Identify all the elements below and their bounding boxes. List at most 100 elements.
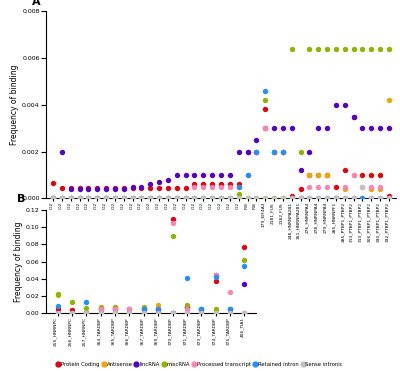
Point [191, 184, 198, 190]
Point [350, 196, 357, 201]
Point [350, 172, 357, 178]
Point [262, 196, 268, 201]
Point [297, 196, 304, 201]
Point [182, 196, 189, 201]
Point [200, 184, 206, 190]
Point [138, 184, 145, 190]
Point [98, 311, 104, 316]
Point [147, 196, 154, 201]
Point [68, 196, 74, 201]
Point [50, 196, 56, 201]
Point [368, 186, 374, 192]
Point [94, 185, 100, 191]
Point [368, 196, 374, 201]
Point [138, 196, 145, 201]
Point [50, 196, 56, 201]
Point [368, 125, 374, 131]
Point [191, 196, 198, 201]
Point [165, 196, 171, 201]
Point [280, 149, 286, 155]
Point [198, 310, 204, 316]
Point [386, 196, 392, 201]
Point [103, 196, 109, 201]
Point [342, 46, 348, 52]
Point [85, 196, 92, 201]
Point [184, 311, 190, 316]
Point [83, 305, 90, 311]
Point [85, 196, 92, 201]
Point [359, 125, 366, 131]
Point [333, 102, 339, 108]
Point [155, 306, 161, 312]
Point [368, 184, 374, 190]
Point [138, 196, 145, 201]
Point [98, 303, 104, 309]
Point [324, 184, 330, 190]
Point [209, 181, 215, 187]
Point [241, 310, 248, 316]
Point [306, 172, 312, 178]
Point [130, 196, 136, 201]
Point [169, 233, 176, 239]
Point [112, 305, 118, 311]
Point [76, 196, 83, 201]
Point [68, 196, 74, 201]
Point [342, 196, 348, 201]
Point [377, 186, 383, 192]
Point [69, 311, 75, 316]
Point [69, 299, 75, 305]
Point [227, 306, 233, 312]
Point [253, 137, 260, 143]
Point [182, 185, 189, 191]
Point [165, 177, 171, 183]
Point [386, 196, 392, 201]
Point [85, 185, 92, 191]
Point [359, 196, 366, 201]
Point [377, 196, 383, 201]
Point [315, 125, 322, 131]
Point [342, 167, 348, 173]
Point [83, 311, 90, 316]
Point [227, 184, 233, 190]
Point [212, 274, 219, 280]
Point [169, 311, 176, 316]
Point [297, 196, 304, 201]
Point [112, 196, 118, 201]
Point [324, 172, 330, 178]
Point [155, 309, 161, 315]
Point [54, 311, 61, 316]
Point [85, 196, 92, 201]
Point [174, 196, 180, 201]
Point [198, 306, 204, 312]
Point [68, 186, 74, 192]
Point [236, 184, 242, 190]
Point [386, 125, 392, 131]
Point [156, 196, 162, 201]
Text: B: B [16, 194, 25, 204]
Point [200, 196, 206, 201]
Point [69, 307, 75, 313]
Point [227, 311, 233, 316]
Point [182, 172, 189, 178]
Point [76, 196, 83, 201]
Point [126, 311, 133, 316]
Y-axis label: Frequency of binding: Frequency of binding [10, 65, 19, 145]
Point [103, 196, 109, 201]
Point [244, 196, 251, 201]
Point [271, 149, 277, 155]
Point [76, 196, 83, 201]
Point [54, 303, 61, 309]
Point [350, 114, 357, 119]
Point [98, 306, 104, 312]
Point [271, 149, 277, 155]
Point [212, 278, 219, 283]
Point [209, 196, 215, 201]
Point [218, 196, 224, 201]
Point [253, 149, 260, 155]
Point [288, 46, 295, 52]
Point [174, 172, 180, 178]
Point [306, 196, 312, 201]
Point [103, 186, 109, 192]
Point [165, 185, 171, 191]
Point [112, 196, 118, 201]
